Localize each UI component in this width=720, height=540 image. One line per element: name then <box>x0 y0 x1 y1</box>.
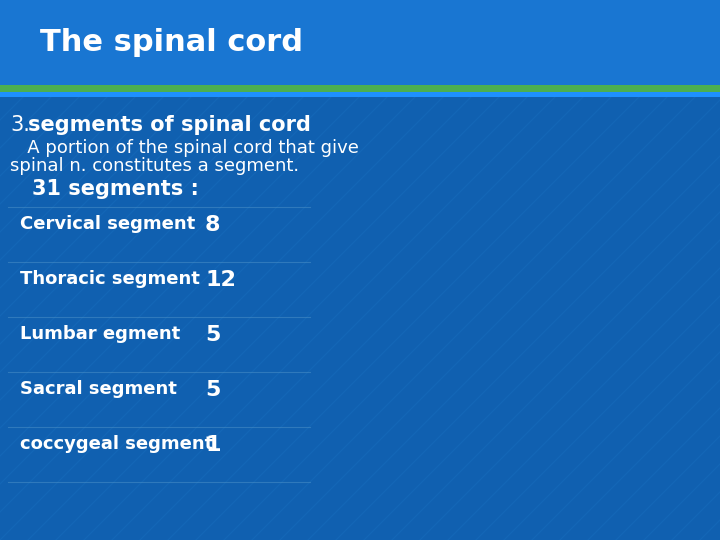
Text: 8: 8 <box>205 215 220 235</box>
Text: The spinal cord: The spinal cord <box>40 28 303 57</box>
Text: 12: 12 <box>205 270 236 290</box>
Text: Lumbar egment: Lumbar egment <box>20 325 180 343</box>
Bar <box>0 85 720 92</box>
Text: 3.: 3. <box>10 115 30 135</box>
Bar <box>0 97 720 540</box>
Text: 1: 1 <box>205 435 220 455</box>
Text: 5: 5 <box>205 325 220 345</box>
Text: coccygeal segment: coccygeal segment <box>20 435 213 453</box>
Bar <box>0 92 720 97</box>
Bar <box>0 0 720 85</box>
Text: A portion of the spinal cord that give: A portion of the spinal cord that give <box>10 139 359 157</box>
Text: segments of spinal cord: segments of spinal cord <box>28 115 311 135</box>
Text: spinal n. constitutes a segment.: spinal n. constitutes a segment. <box>10 157 299 175</box>
Text: Sacral segment: Sacral segment <box>20 380 177 398</box>
Text: Thoracic segment: Thoracic segment <box>20 270 200 288</box>
Text: 31 segments :: 31 segments : <box>32 179 199 199</box>
Text: Cervical segment: Cervical segment <box>20 215 195 233</box>
Text: 5: 5 <box>205 380 220 400</box>
